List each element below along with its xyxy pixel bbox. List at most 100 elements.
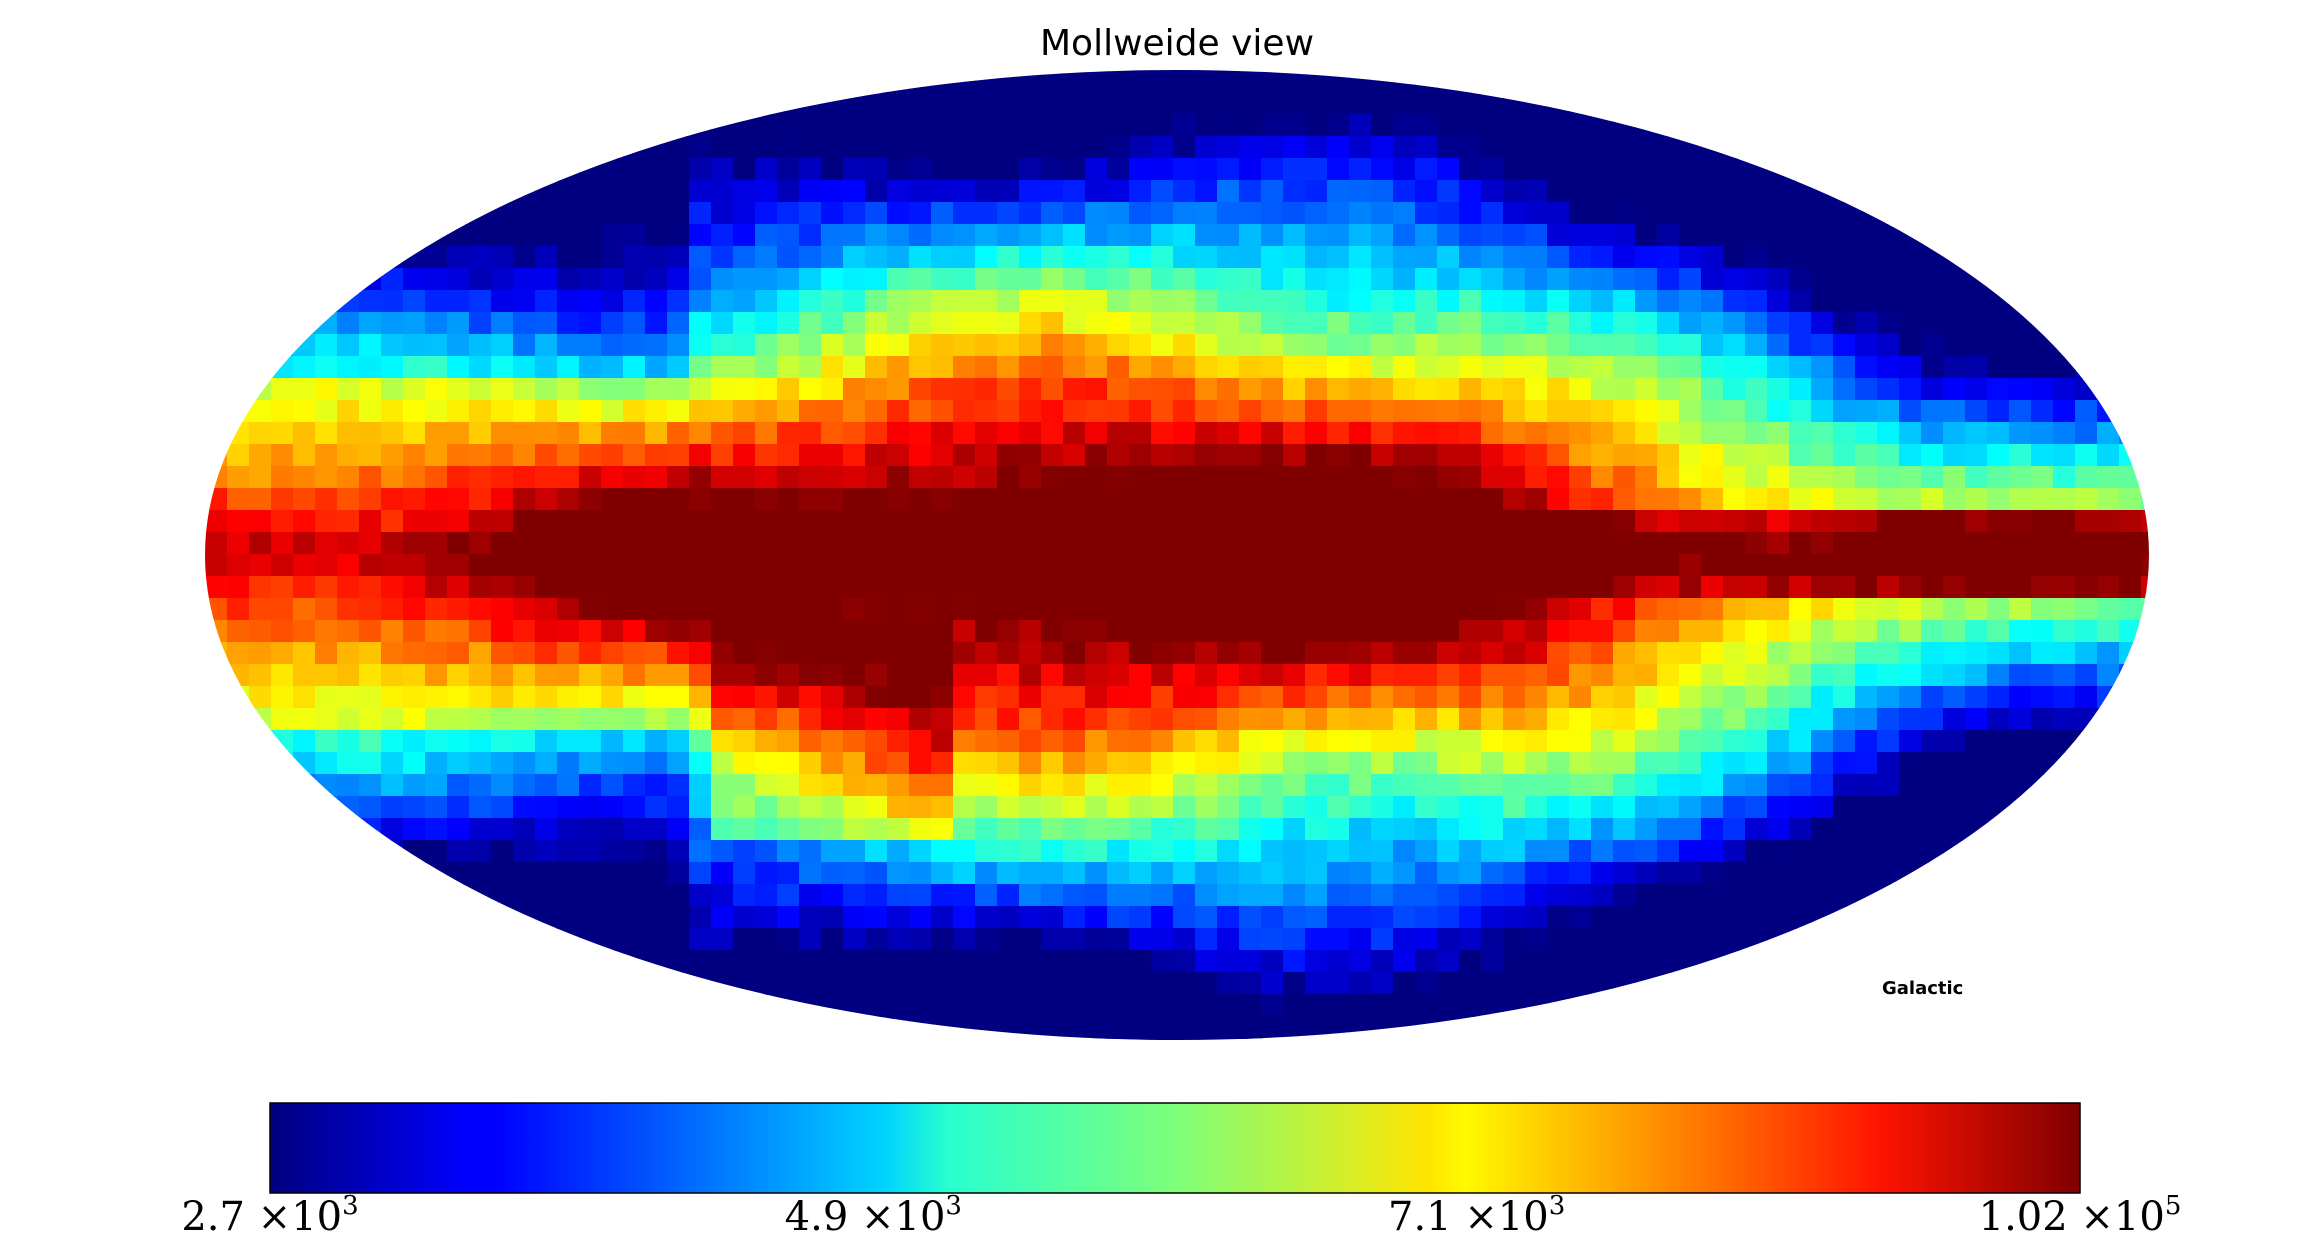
map-pixel (777, 444, 800, 467)
map-pixel (1437, 466, 1460, 489)
map-pixel (1789, 180, 1812, 203)
map-pixel (1085, 488, 1108, 511)
map-pixel (1811, 796, 1834, 819)
map-pixel (1767, 532, 1790, 555)
map-pixel (1767, 840, 1790, 863)
map-pixel (1877, 378, 1900, 401)
map-pixel (579, 620, 602, 643)
map-pixel (2119, 422, 2142, 445)
map-pixel (1613, 598, 1636, 621)
map-pixel (1349, 92, 1372, 115)
map-pixel (975, 356, 998, 379)
map-pixel (1459, 136, 1482, 159)
map-pixel (1723, 730, 1746, 753)
map-pixel (2097, 620, 2120, 643)
map-pixel (381, 466, 404, 489)
map-pixel (1679, 576, 1702, 599)
map-pixel (1657, 576, 1680, 599)
map-pixel (755, 136, 778, 159)
map-pixel (997, 642, 1020, 665)
map-pixel (1041, 1038, 1064, 1040)
map-pixel (909, 268, 932, 291)
map-pixel (1151, 664, 1174, 687)
map-pixel (689, 642, 712, 665)
map-pixel (689, 862, 712, 885)
map-pixel (2053, 576, 2076, 599)
map-pixel (667, 796, 690, 819)
map-pixel (1129, 796, 1152, 819)
map-pixel (2031, 576, 2054, 599)
map-pixel (1107, 796, 1130, 819)
map-pixel (623, 642, 646, 665)
map-pixel (1591, 224, 1614, 247)
map-pixel (843, 576, 866, 599)
map-pixel (997, 598, 1020, 621)
map-pixel (1679, 642, 1702, 665)
map-pixel (975, 1016, 998, 1039)
map-pixel (1525, 180, 1548, 203)
map-pixel (1833, 840, 1856, 863)
map-pixel (535, 686, 558, 709)
map-pixel (1943, 378, 1966, 401)
map-pixel (1547, 774, 1570, 797)
map-pixel (1459, 730, 1482, 753)
map-pixel (1129, 312, 1152, 335)
map-pixel (1943, 312, 1966, 335)
map-pixel (359, 752, 382, 775)
map-pixel (1833, 620, 1856, 643)
map-pixel (1107, 664, 1130, 687)
map-pixel (755, 356, 778, 379)
map-pixel (1547, 906, 1570, 929)
map-pixel (1371, 70, 1394, 93)
map-pixel (425, 444, 448, 467)
map-pixel (1987, 532, 2010, 555)
map-pixel (579, 884, 602, 907)
map-pixel (1107, 576, 1130, 599)
map-pixel (667, 312, 690, 335)
map-pixel (997, 730, 1020, 753)
colorbar-tick-labels: 2.7 ×103 4.9 ×103 7.1 ×103 1.02 ×105 (181, 1191, 2181, 1240)
map-pixel (1107, 356, 1130, 379)
map-pixel (227, 576, 250, 599)
map-pixel (1657, 774, 1680, 797)
map-pixel (579, 598, 602, 621)
map-pixel (1701, 290, 1724, 313)
map-pixel (1107, 400, 1130, 423)
map-pixel (271, 356, 294, 379)
map-pixel (1129, 862, 1152, 885)
map-pixel (2031, 708, 2054, 731)
map-pixel (799, 950, 822, 973)
map-pixel (1217, 400, 1240, 423)
map-pixel (469, 312, 492, 335)
map-pixel (469, 290, 492, 313)
map-pixel (975, 708, 998, 731)
map-pixel (1965, 664, 1988, 687)
map-pixel (315, 576, 338, 599)
map-pixel (1503, 158, 1526, 181)
map-pixel (1965, 774, 1988, 797)
map-pixel (1041, 664, 1064, 687)
map-pixel (1723, 136, 1746, 159)
map-pixel (491, 202, 514, 225)
map-pixel (2009, 356, 2032, 379)
map-pixel (1239, 774, 1262, 797)
map-pixel (1151, 466, 1174, 489)
map-pixel (1679, 444, 1702, 467)
map-pixel (1481, 730, 1504, 753)
map-pixel (403, 224, 426, 247)
map-pixel (601, 268, 624, 291)
map-pixel (1019, 1038, 1042, 1040)
map-pixel (1525, 994, 1548, 1017)
map-pixel (755, 532, 778, 555)
map-pixel (799, 202, 822, 225)
map-pixel (865, 136, 888, 159)
map-pixel (1107, 488, 1130, 511)
map-pixel (1657, 334, 1680, 357)
map-pixel (909, 950, 932, 973)
map-pixel (645, 356, 668, 379)
map-pixel (1635, 136, 1658, 159)
map-pixel (337, 400, 360, 423)
map-pixel (1503, 972, 1526, 995)
map-pixel (667, 818, 690, 841)
map-pixel (535, 840, 558, 863)
